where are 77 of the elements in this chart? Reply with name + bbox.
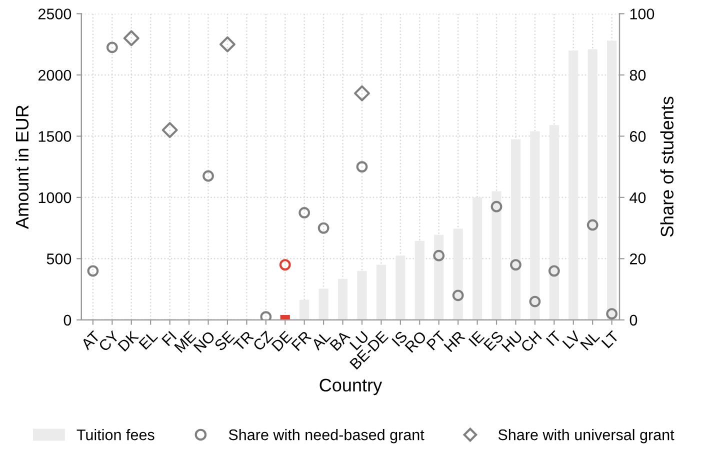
x-tick-label: SE xyxy=(214,330,235,352)
x-tick-label: TR xyxy=(232,330,254,352)
point xyxy=(354,85,370,102)
x-tick-label: ES xyxy=(483,330,504,352)
y-tick-label: 1000 xyxy=(38,192,72,204)
y-tick-label: 0 xyxy=(64,314,72,326)
bar xyxy=(510,139,521,320)
y2-tick-label: 80 xyxy=(630,70,646,81)
x-tick-label: BA xyxy=(330,330,351,351)
bar xyxy=(376,264,386,320)
bar xyxy=(530,131,540,320)
y2-tick-label: 60 xyxy=(630,131,646,142)
x-tick-label: FI xyxy=(162,331,177,346)
bar xyxy=(414,240,424,320)
point xyxy=(202,170,214,182)
point xyxy=(356,161,368,173)
point xyxy=(529,296,541,308)
point xyxy=(162,122,178,138)
bar xyxy=(318,288,328,320)
bar xyxy=(549,125,559,320)
bar xyxy=(396,256,406,320)
x-tick-label: IE xyxy=(468,330,485,347)
bar xyxy=(472,197,482,320)
bar xyxy=(338,278,348,320)
x-tick-label: AT xyxy=(80,330,101,350)
point xyxy=(298,207,310,218)
x-tick-label: CZ xyxy=(252,330,274,352)
point xyxy=(318,222,330,234)
point xyxy=(490,200,502,212)
x-tick-label: NL xyxy=(580,330,600,350)
bar xyxy=(434,234,444,320)
y-tick-label: 2500 xyxy=(38,8,72,20)
point xyxy=(548,265,560,277)
y2-tick-label: 20 xyxy=(630,254,646,264)
bar xyxy=(453,228,463,320)
bar xyxy=(357,270,367,320)
y2-tick-label: 0 xyxy=(630,314,638,326)
y-axis-title: Amount in EUR xyxy=(15,105,29,229)
point xyxy=(219,36,236,52)
point xyxy=(606,308,618,320)
point xyxy=(123,30,140,46)
x-tick-label: LV xyxy=(562,330,582,349)
x-tick-label: RO xyxy=(404,330,428,353)
bar xyxy=(492,191,502,320)
bar xyxy=(300,300,310,320)
point xyxy=(106,42,118,54)
x-tick-label: CH xyxy=(520,330,542,353)
point xyxy=(87,265,99,277)
point xyxy=(586,219,598,231)
x-tick-label: FR xyxy=(291,330,312,351)
legend-label: Tuition fees xyxy=(76,429,154,440)
y-tick-label: 1500 xyxy=(38,131,72,142)
point xyxy=(510,259,522,270)
x-tick-label: HR xyxy=(444,330,466,352)
x-tick-label: IT xyxy=(546,330,562,346)
point xyxy=(279,259,291,270)
y-tick-label: 500 xyxy=(46,254,72,264)
y2-tick-label: 100 xyxy=(630,8,654,20)
legend-label: Share with need-based grant xyxy=(228,429,424,444)
x-tick-label: AL xyxy=(310,330,332,351)
bar xyxy=(568,50,578,320)
x-tick-label: LT xyxy=(601,330,620,348)
x-tick-label: HU xyxy=(501,330,523,352)
y2-tick-label: 40 xyxy=(630,192,646,204)
x-axis-title: Country xyxy=(320,378,382,396)
y-tick-label: 2000 xyxy=(38,70,72,81)
bar xyxy=(588,49,598,320)
x-tick-label: EL xyxy=(138,330,158,350)
y2-axis-title: Share of students xyxy=(660,96,674,237)
x-tick-label: DE xyxy=(271,330,292,352)
bar xyxy=(280,315,290,320)
x-tick-label: DK xyxy=(118,330,140,352)
point xyxy=(452,290,464,302)
legend-label: Share with universal grant xyxy=(498,429,674,444)
bar xyxy=(607,40,617,320)
point xyxy=(260,311,272,320)
point xyxy=(433,250,445,262)
